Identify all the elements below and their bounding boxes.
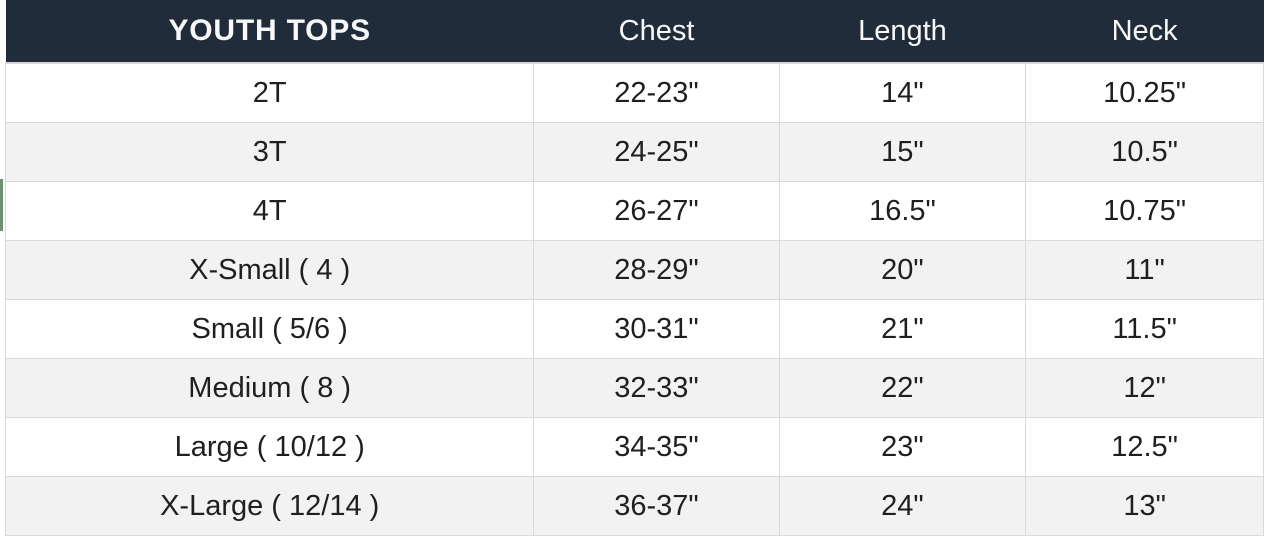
size-chart: YOUTH TOPS Chest Length Neck 2T 22-23" 1…	[4, 0, 1264, 536]
neck-cell: 10.75"	[1025, 181, 1264, 241]
table-row: 2T 22-23" 14" 10.25"	[4, 62, 1264, 123]
size-cell: X-Large ( 12/14 )	[4, 476, 535, 536]
size-cell: X-Small ( 4 )	[4, 240, 535, 300]
chest-cell: 34-35"	[533, 417, 780, 477]
neck-cell: 11"	[1025, 240, 1264, 300]
table-header: YOUTH TOPS Chest Length Neck	[5, 0, 1264, 63]
chest-cell: 36-37"	[533, 476, 780, 536]
chest-cell: 24-25"	[533, 122, 780, 182]
chest-cell: 32-33"	[533, 358, 780, 418]
size-chart-table: YOUTH TOPS Chest Length Neck 2T 22-23" 1…	[4, 0, 1264, 536]
neck-cell: 12"	[1025, 358, 1264, 418]
table-body: 2T 22-23" 14" 10.25" 3T 24-25" 15" 10.5"…	[4, 62, 1264, 536]
chest-cell: 30-31"	[533, 299, 780, 359]
size-cell: 2T	[4, 62, 535, 123]
length-cell: 15"	[778, 122, 1027, 182]
stray-green-line	[0, 179, 3, 231]
size-cell: Small ( 5/6 )	[4, 299, 535, 359]
chest-cell: 28-29"	[533, 240, 780, 300]
size-cell: 3T	[4, 122, 535, 182]
length-cell: 23"	[778, 417, 1027, 477]
length-cell: 24"	[778, 476, 1027, 536]
length-cell: 22"	[778, 358, 1027, 418]
column-header-neck: Neck	[1025, 0, 1264, 63]
neck-cell: 11.5"	[1025, 299, 1264, 359]
table-row: Medium ( 8 ) 32-33" 22" 12"	[4, 358, 1264, 418]
neck-cell: 13"	[1025, 476, 1264, 536]
neck-cell: 12.5"	[1025, 417, 1264, 477]
size-cell: Large ( 10/12 )	[4, 417, 535, 477]
length-cell: 14"	[778, 62, 1027, 123]
length-cell: 16.5"	[778, 181, 1027, 241]
neck-cell: 10.25"	[1025, 62, 1264, 123]
length-cell: 21"	[778, 299, 1027, 359]
header-row: YOUTH TOPS Chest Length Neck	[5, 0, 1264, 63]
chest-cell: 22-23"	[533, 62, 780, 123]
column-header-chest: Chest	[533, 0, 780, 63]
table-title: YOUTH TOPS	[5, 0, 534, 63]
chest-cell: 26-27"	[533, 181, 780, 241]
table-row: X-Large ( 12/14 ) 36-37" 24" 13"	[4, 476, 1264, 536]
table-row: Large ( 10/12 ) 34-35" 23" 12.5"	[4, 417, 1264, 477]
neck-cell: 10.5"	[1025, 122, 1264, 182]
table-row: X-Small ( 4 ) 28-29" 20" 11"	[4, 240, 1264, 300]
size-cell: 4T	[4, 181, 535, 241]
size-cell: Medium ( 8 )	[4, 358, 535, 418]
column-header-length: Length	[779, 0, 1026, 63]
table-row: 4T 26-27" 16.5" 10.75"	[4, 181, 1264, 241]
table-row: Small ( 5/6 ) 30-31" 21" 11.5"	[4, 299, 1264, 359]
length-cell: 20"	[778, 240, 1027, 300]
table-row: 3T 24-25" 15" 10.5"	[4, 122, 1264, 182]
